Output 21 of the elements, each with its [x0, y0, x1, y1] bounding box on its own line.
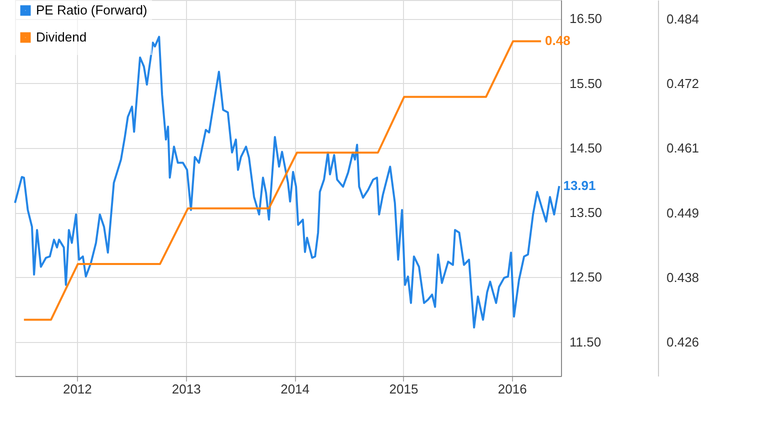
legend-label: Dividend	[36, 30, 87, 44]
y-tick-label: 11.50	[570, 334, 602, 350]
legend-label: PE Ratio (Forward)	[36, 2, 148, 18]
data-label: 0.48	[545, 33, 570, 48]
x-tick-label: 2013	[172, 382, 201, 396]
y-tick-label: 12.50	[570, 270, 602, 285]
y2-tick-label: 0.461	[666, 140, 700, 156]
y2-tick-label: 0.426	[666, 334, 700, 350]
x-tick-label: 2015	[389, 382, 418, 396]
y-tick-label: 14.50	[570, 140, 602, 156]
data-label: 13.91	[563, 178, 596, 194]
x-tick-label: 2014	[280, 382, 310, 396]
y2-tick-label: 0.484	[666, 11, 700, 26]
y-tick-label: 13.50	[570, 205, 602, 220]
y-tick-label: 16.50	[570, 11, 602, 26]
y2-tick-label: 0.472	[666, 76, 700, 92]
y2-tick-label: 0.438	[666, 270, 700, 285]
y2-tick-label: 0.449	[666, 205, 700, 220]
y-tick-label: 15.50	[570, 76, 602, 91]
x-tick-label: 2016	[498, 382, 527, 396]
x-tick-label: 2012	[62, 382, 92, 396]
